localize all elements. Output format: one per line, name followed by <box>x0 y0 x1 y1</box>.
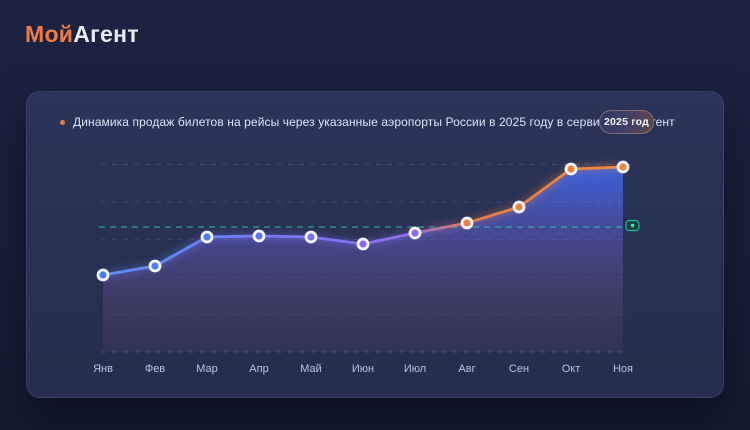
data-point[interactable] <box>564 162 578 176</box>
year-badge-label: 2025 год <box>603 116 650 128</box>
title-bullet-icon <box>60 119 65 125</box>
data-point[interactable] <box>304 230 318 244</box>
data-point[interactable] <box>200 230 214 244</box>
chart-header: Динамика продаж билетов на рейсы через у… <box>60 113 675 131</box>
threshold-handle-icon[interactable] <box>625 219 640 232</box>
data-point[interactable] <box>408 226 422 240</box>
x-axis-label: Окт <box>562 363 581 375</box>
x-axis-label: Фев <box>145 363 165 375</box>
x-axis-label: Апр <box>249 363 268 375</box>
data-point[interactable] <box>460 216 474 230</box>
chart-title: Динамика продаж билетов на рейсы через у… <box>73 115 675 129</box>
chart-card: Динамика продаж билетов на рейсы через у… <box>26 91 724 398</box>
x-axis-label: Июл <box>404 363 426 375</box>
x-axis-label: Янв <box>93 363 113 375</box>
data-point[interactable] <box>252 229 266 243</box>
year-filter-badge[interactable]: 2025 год <box>599 110 654 134</box>
data-point[interactable] <box>148 259 162 273</box>
data-point[interactable] <box>96 268 110 282</box>
app-logo: МойАгент <box>25 21 139 47</box>
logo-part-moy: Мой <box>25 21 74 47</box>
data-point[interactable] <box>356 237 370 251</box>
x-axis-label: Авг <box>458 363 475 375</box>
area-fill <box>103 167 623 352</box>
data-point[interactable] <box>616 160 630 174</box>
data-point[interactable] <box>512 200 526 214</box>
logo-part-agent: Агент <box>73 21 139 47</box>
x-axis-label: Ноя <box>613 363 633 375</box>
x-axis-label: Сен <box>509 363 529 375</box>
sales-trend-chart: Янв Фев Мар Апр Май Июн Июл Авг Сен Окт Ноя <box>27 92 725 399</box>
x-axis-label: Мар <box>196 363 218 375</box>
x-axis-label: Май <box>300 363 322 375</box>
x-axis-label: Июн <box>352 363 374 375</box>
